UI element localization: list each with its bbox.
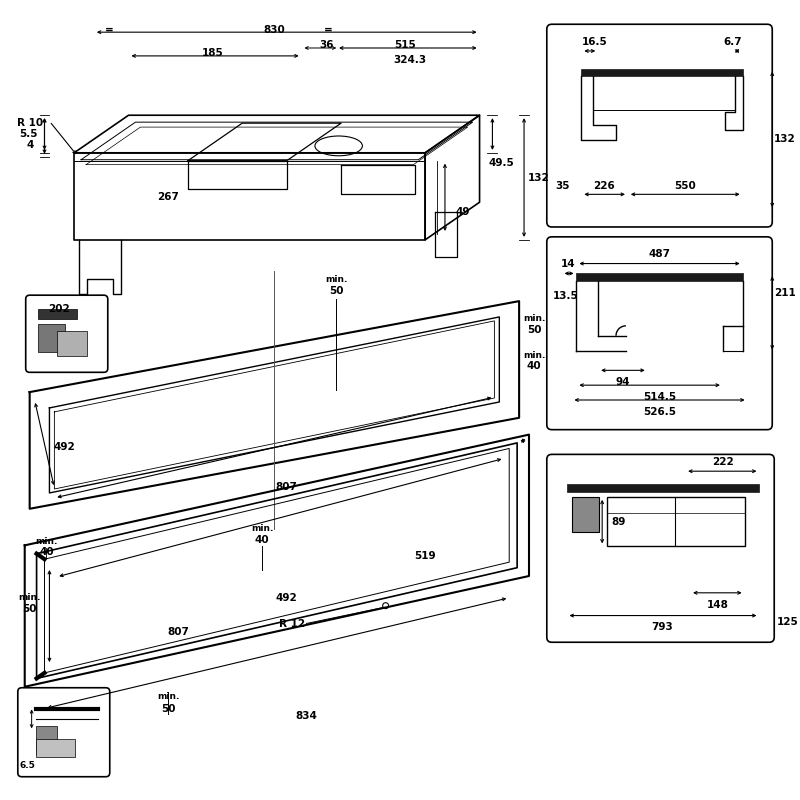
Text: 132: 132 — [528, 173, 550, 182]
Text: 267: 267 — [157, 192, 179, 202]
Text: min.: min. — [251, 524, 274, 533]
Text: 834: 834 — [295, 711, 318, 722]
FancyBboxPatch shape — [546, 24, 772, 227]
Text: 793: 793 — [652, 622, 674, 633]
Text: 50: 50 — [526, 325, 541, 334]
FancyBboxPatch shape — [546, 454, 774, 642]
Text: 492: 492 — [276, 593, 298, 602]
Text: 6.7: 6.7 — [723, 37, 742, 47]
Text: min.: min. — [325, 275, 347, 284]
Text: 16.5: 16.5 — [582, 37, 607, 47]
Text: min.: min. — [522, 351, 545, 360]
FancyBboxPatch shape — [546, 237, 772, 430]
Text: 226: 226 — [594, 182, 615, 191]
Text: 40: 40 — [39, 547, 54, 558]
Bar — [58, 330, 87, 357]
Text: 807: 807 — [167, 627, 189, 638]
Bar — [38, 309, 77, 319]
Text: min.: min. — [157, 692, 179, 701]
Text: 49.5: 49.5 — [489, 158, 514, 168]
Text: 125: 125 — [777, 618, 799, 627]
Text: 487: 487 — [649, 249, 670, 258]
FancyBboxPatch shape — [26, 295, 108, 372]
Text: 36: 36 — [319, 40, 334, 50]
Text: 202: 202 — [49, 304, 70, 314]
Text: 526.5: 526.5 — [643, 407, 676, 417]
Text: 50: 50 — [329, 286, 343, 296]
Text: 515: 515 — [394, 40, 416, 50]
Text: R 10: R 10 — [17, 118, 42, 128]
Text: 35: 35 — [555, 182, 570, 191]
Text: min.: min. — [35, 537, 58, 546]
Text: min.: min. — [522, 314, 545, 323]
Text: 519: 519 — [414, 551, 436, 562]
Text: 5.5: 5.5 — [19, 129, 38, 139]
Text: 550: 550 — [674, 182, 696, 191]
Text: =: = — [104, 25, 113, 35]
Text: 4: 4 — [27, 140, 34, 150]
Text: 324.3: 324.3 — [394, 55, 427, 65]
Bar — [571, 497, 599, 531]
Text: min.: min. — [18, 594, 41, 602]
Text: 132: 132 — [774, 134, 796, 144]
Text: 49: 49 — [455, 207, 470, 217]
Text: 14: 14 — [562, 258, 576, 269]
Text: 50: 50 — [22, 604, 37, 614]
Bar — [577, 274, 742, 282]
Text: 211: 211 — [774, 288, 796, 298]
FancyBboxPatch shape — [18, 688, 110, 777]
Text: 148: 148 — [707, 600, 729, 610]
Text: 807: 807 — [276, 482, 298, 492]
Bar — [582, 69, 742, 76]
Text: 89: 89 — [612, 517, 626, 526]
Text: 514.5: 514.5 — [643, 392, 676, 402]
Text: =: = — [324, 25, 333, 35]
Text: 185: 185 — [202, 48, 223, 58]
Text: 13.5: 13.5 — [553, 291, 578, 301]
Text: 40: 40 — [254, 535, 270, 546]
Text: 492: 492 — [54, 442, 75, 453]
Text: R 12: R 12 — [278, 619, 305, 630]
Text: 6.5: 6.5 — [20, 762, 36, 770]
Bar — [607, 497, 745, 546]
Text: 830: 830 — [263, 25, 285, 35]
Text: 40: 40 — [526, 362, 542, 371]
Bar — [35, 739, 75, 757]
Text: 94: 94 — [616, 378, 630, 387]
Bar — [38, 324, 66, 351]
Text: 222: 222 — [712, 458, 734, 467]
Bar — [566, 484, 759, 492]
Text: 50: 50 — [161, 703, 175, 714]
Bar — [35, 726, 58, 754]
